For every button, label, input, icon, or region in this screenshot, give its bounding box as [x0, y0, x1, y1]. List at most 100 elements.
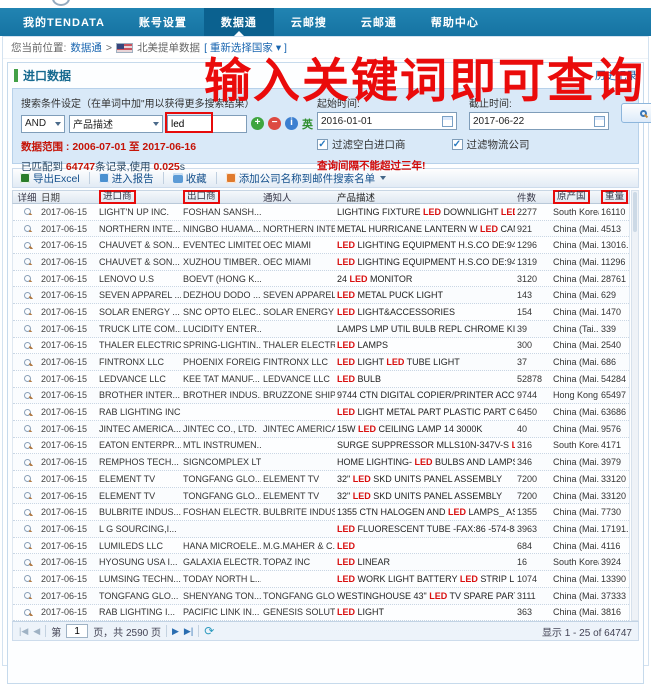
table-row[interactable]: 2017-06-15 REMPHOS TECH... SIGNCOMPLEX L…: [13, 454, 629, 471]
magnifier-icon[interactable]: [23, 208, 31, 216]
breadcrumb-datatong-link[interactable]: 数据通: [70, 42, 102, 54]
enter-report-button[interactable]: 进入报告: [96, 171, 157, 186]
column-header-7[interactable]: 原产国: [551, 190, 599, 204]
column-header-6[interactable]: 件数: [517, 193, 537, 204]
magnifier-icon[interactable]: [23, 575, 31, 583]
table-row[interactable]: 2017-06-15 L G SOURCING,I... LED FLUORES…: [13, 521, 629, 538]
language-toggle[interactable]: 英: [302, 118, 313, 131]
magnifier-icon[interactable]: [23, 275, 31, 283]
reselect-country-link[interactable]: [ 重新选择国家 ▾ ]: [204, 42, 287, 54]
calendar-icon[interactable]: [442, 115, 453, 127]
magnifier-icon[interactable]: [23, 542, 31, 550]
magnifier-icon[interactable]: [23, 408, 31, 416]
page-number-input[interactable]: [66, 624, 89, 639]
add-criteria-icon[interactable]: +: [251, 117, 264, 130]
search-button[interactable]: 搜索: [621, 103, 651, 123]
magnifier-icon[interactable]: [23, 308, 31, 316]
refresh-icon[interactable]: ⟳: [204, 624, 215, 639]
table-row[interactable]: 2017-06-15 SEVEN APPAREL ... DEZHOU DODO…: [13, 287, 629, 305]
checkbox-checked-icon[interactable]: ✓: [451, 139, 463, 150]
magnifier-icon[interactable]: [23, 458, 31, 466]
magnifier-icon[interactable]: [23, 558, 31, 566]
magnifier-icon[interactable]: [23, 391, 31, 399]
filter-blank-importer[interactable]: ✓ 过滤空白进口商: [317, 137, 406, 152]
magnifier-icon[interactable]: [23, 258, 31, 266]
remove-criteria-icon[interactable]: −: [268, 117, 281, 130]
table-row[interactable]: 2017-06-15 CHAUVET & SON... XUZHOU TIMBE…: [13, 254, 629, 271]
nav-tab-2[interactable]: 数据通: [203, 8, 274, 36]
nav-tab-5[interactable]: 帮助中心: [430, 17, 479, 29]
magnifier-icon[interactable]: [23, 508, 31, 516]
table-row[interactable]: 2017-06-15 SOLAR ENERGY ... SNC OPTO ELE…: [13, 304, 629, 321]
row-origin-country: China (Mai...: [553, 590, 599, 601]
table-row[interactable]: 2017-06-15 FINTRONX LLC PHOENIX FOREIG..…: [13, 354, 629, 371]
table-row[interactable]: 2017-06-15 TONGFANG GLO... SHENYANG TON.…: [13, 587, 629, 605]
table-row[interactable]: 2017-06-15 LIGHT'N UP INC. FOSHAN SANSH.…: [13, 204, 629, 221]
magnifier-icon[interactable]: [23, 525, 31, 533]
keyword-input[interactable]: [167, 115, 247, 134]
table-row[interactable]: 2017-06-15 CHAUVET & SON... EVENTEC LIMI…: [13, 237, 629, 255]
filter-logistics[interactable]: ✓ 过滤物流公司: [451, 137, 530, 152]
table-row[interactable]: 2017-06-15 BROTHER INTER... BROTHER INDU…: [13, 387, 629, 405]
magnifier-icon[interactable]: [23, 375, 31, 383]
table-row[interactable]: 2017-06-15 LUMSING TECHN... TODAY NORTH …: [13, 571, 629, 588]
nav-tab-0[interactable]: 我的TENDATA: [23, 17, 105, 29]
first-page-icon[interactable]: |◀: [19, 625, 29, 636]
prev-page-icon[interactable]: ◀: [33, 625, 41, 636]
next-page-icon[interactable]: ▶: [172, 625, 179, 636]
column-header-1[interactable]: 日期: [41, 193, 61, 204]
magnifier-icon[interactable]: [23, 325, 31, 333]
column-header-3[interactable]: 出口商: [181, 190, 261, 204]
nav-tab-3[interactable]: 云邮搜: [290, 17, 327, 29]
column-header-2[interactable]: 进口商: [97, 190, 181, 204]
favorite-button[interactable]: 收藏: [170, 171, 210, 186]
row-weight: 37333: [601, 590, 627, 601]
info-icon[interactable]: i: [285, 117, 298, 130]
table-row[interactable]: 2017-06-15 JINTEC AMERICA... JINTEC CO.,…: [13, 420, 629, 438]
column-header-0[interactable]: 详细: [17, 193, 37, 204]
vertical-scrollbar[interactable]: [631, 190, 639, 622]
export-excel-button[interactable]: 导出Excel: [17, 171, 83, 186]
magnifier-icon[interactable]: [23, 241, 31, 249]
magnifier-icon[interactable]: [23, 341, 31, 349]
field-select[interactable]: 产品描述: [69, 114, 163, 133]
table-row[interactable]: 2017-06-15 EATON ENTERPR... MTL INSTRUME…: [13, 438, 629, 455]
nav-tab-4[interactable]: 云邮通: [360, 17, 397, 29]
magnifier-icon[interactable]: [23, 441, 31, 449]
magnifier-icon[interactable]: [23, 475, 31, 483]
table-row[interactable]: 2017-06-15 LEDVANCE LLC KEE TAT MANUF...…: [13, 371, 629, 388]
magnifier-icon[interactable]: [23, 358, 31, 366]
magnifier-icon[interactable]: [23, 425, 31, 433]
table-row[interactable]: 2017-06-15 LENOVO U.S BOEVT (HONG K... 2…: [13, 271, 629, 288]
bool-operator-select[interactable]: AND: [21, 114, 65, 133]
table-row[interactable]: 2017-06-15 NORTHERN INTE... NINGBO HUAMA…: [13, 220, 629, 238]
table-row[interactable]: 2017-06-15 RAB LIGHTING INC LED LIGHT ME…: [13, 404, 629, 421]
start-date-field[interactable]: 2016-01-01: [317, 112, 457, 130]
column-header-8[interactable]: 重量: [599, 190, 629, 204]
column-header-4[interactable]: 通知人: [263, 193, 292, 204]
table-row[interactable]: 2017-06-15 TRUCK LITE COM... LUCIDITY EN…: [13, 320, 629, 338]
table-row[interactable]: 2017-06-15 THALER ELECTRIC SPRING-LIGHTI…: [13, 338, 629, 355]
table-row[interactable]: 2017-06-15 ELEMENT TV TONGFANG GLO... EL…: [13, 471, 629, 488]
row-origin-country: China (Mai...: [553, 573, 599, 584]
calendar-icon[interactable]: [594, 115, 605, 127]
nav-tab-1[interactable]: 账号设置: [138, 17, 187, 29]
table-row[interactable]: 2017-06-15 LUMILEDS LLC HANA MICROELE...…: [13, 538, 629, 555]
column-header-5[interactable]: 产品描述: [337, 193, 376, 204]
table-row[interactable]: 2017-06-15 HYOSUNG USA I... GALAXIA ELEC…: [13, 554, 629, 572]
table-row[interactable]: 2017-06-15 ELEMENT TV TONGFANG GLO... EL…: [13, 487, 629, 505]
magnifier-icon[interactable]: [23, 592, 31, 600]
magnifier-icon[interactable]: [23, 492, 31, 500]
last-page-icon[interactable]: ▶|: [183, 625, 194, 636]
magnifier-icon[interactable]: [23, 225, 31, 233]
scrollbar-thumb[interactable]: [633, 192, 637, 232]
magnifier-icon[interactable]: [23, 291, 31, 299]
history-link[interactable]: 历史记录: [595, 69, 637, 82]
table-row[interactable]: 2017-06-15 BULBRITE INDUS... FOSHAN ELEC…: [13, 504, 629, 522]
end-date-field[interactable]: 2017-06-22: [469, 112, 609, 130]
add-company-to-maillist-button[interactable]: 添加公司名称到邮件搜索名单: [223, 171, 390, 186]
checkbox-checked-icon[interactable]: ✓: [317, 139, 328, 150]
row-detail-cell: [13, 558, 39, 566]
magnifier-icon[interactable]: [23, 608, 31, 616]
table-row[interactable]: 2017-06-15 RAB LIGHTING I... PACIFIC LIN…: [13, 605, 629, 622]
